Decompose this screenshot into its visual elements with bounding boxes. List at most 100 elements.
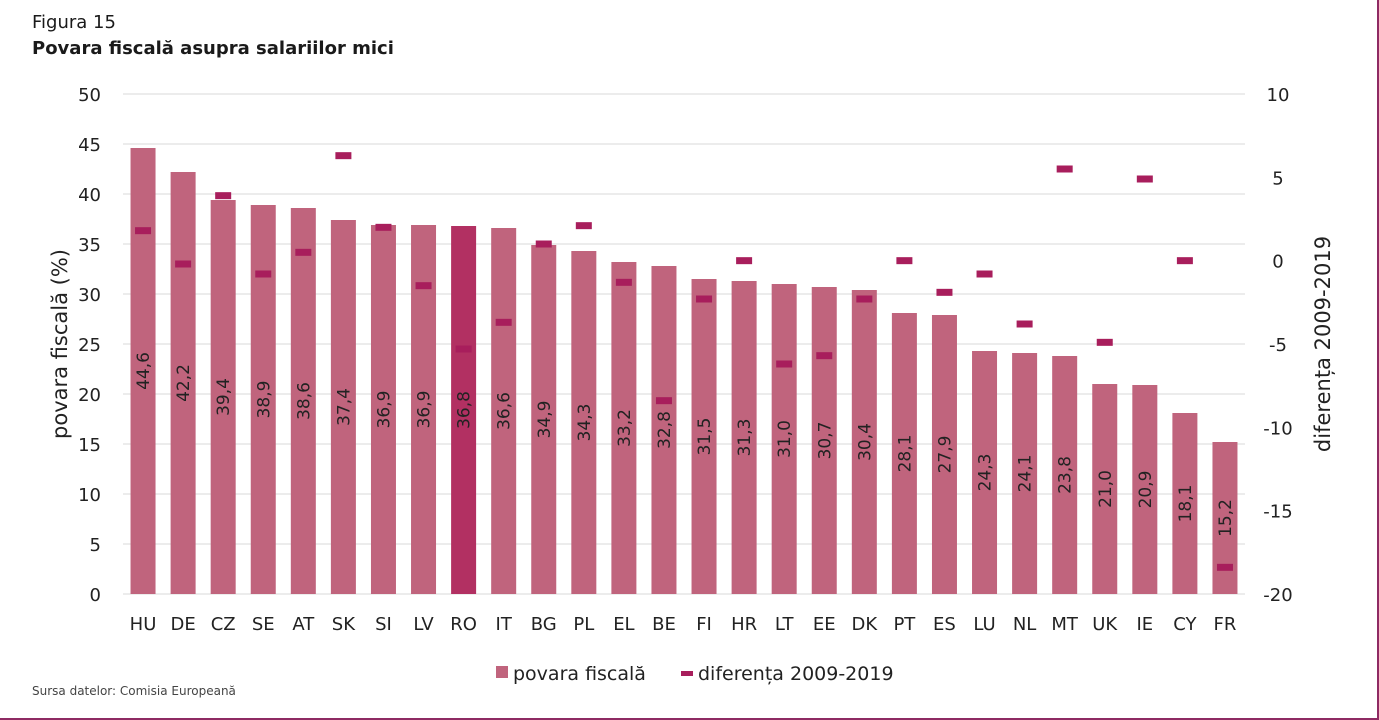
marker-DE <box>175 260 192 268</box>
left-tick-label: 25 <box>78 335 101 356</box>
bar-value-label: 39,4 <box>214 378 234 416</box>
bar-ES <box>931 315 957 594</box>
left-tick-label: 10 <box>78 485 101 506</box>
category-label: FI <box>696 614 712 635</box>
marker-ES <box>936 288 953 296</box>
bar-value-label: 31,0 <box>775 420 795 458</box>
category-label: PT <box>893 614 916 635</box>
bar-value-label: 38,6 <box>294 382 314 420</box>
right-tick-label: -5 <box>1269 335 1287 356</box>
bar-LU <box>972 351 998 594</box>
bar-SI <box>370 225 396 594</box>
left-tick-label: 0 <box>90 585 101 606</box>
marker-UK <box>1096 338 1113 346</box>
bar-CY <box>1172 413 1198 594</box>
category-label: ES <box>933 614 956 635</box>
bar-MT <box>1052 356 1078 594</box>
bar-DK <box>851 290 877 594</box>
legend-bar-swatch <box>496 666 508 678</box>
bar-BE <box>651 266 677 594</box>
marker-DK <box>856 295 873 303</box>
bar-value-label: 28,1 <box>895 435 915 473</box>
bar-value-label: 36,8 <box>455 391 475 429</box>
category-label: FR <box>1214 614 1237 635</box>
bar-value-label: 33,2 <box>615 409 635 447</box>
bar-value-label: 24,1 <box>1016 455 1036 493</box>
category-label: NL <box>1013 614 1037 635</box>
category-label: BE <box>652 614 676 635</box>
right-axis-title: diferența 2009-2019 <box>1311 236 1335 452</box>
marker-PL <box>575 222 592 230</box>
bar-value-label: 42,2 <box>174 364 194 402</box>
bar-RO <box>451 226 477 594</box>
bar-value-label: 36,9 <box>415 391 435 429</box>
category-label: CY <box>1173 614 1197 635</box>
bar-FI <box>691 279 717 594</box>
category-label: BG <box>531 614 557 635</box>
bar-IT <box>491 228 517 594</box>
bar-value-label: 30,4 <box>855 423 875 461</box>
marker-RO <box>455 345 472 353</box>
marker-SE <box>255 270 272 278</box>
category-label: HU <box>130 614 157 635</box>
legend-marker-label: diferența 2009-2019 <box>698 663 894 685</box>
marker-PT <box>896 257 913 265</box>
category-label: EE <box>813 614 836 635</box>
marker-FR <box>1216 563 1233 571</box>
marker-SI <box>375 223 392 231</box>
right-tick-label: 0 <box>1272 252 1283 273</box>
legend: povara fiscală diferența 2009-2019 <box>496 663 894 685</box>
marker-NL <box>1016 320 1033 328</box>
bar-value-label: 36,9 <box>374 391 394 429</box>
bar-EE <box>811 287 837 594</box>
category-label: SI <box>375 614 392 635</box>
bar-value-label: 34,3 <box>575 404 595 442</box>
right-axis-ticks: -20 -15 -10 -5 0 5 10 <box>1263 85 1292 606</box>
bar-value-label: 27,9 <box>935 436 955 474</box>
category-label: UK <box>1092 614 1118 635</box>
left-tick-label: 30 <box>78 285 101 306</box>
bar-value-label: 30,7 <box>815 422 835 460</box>
marker-CZ <box>215 192 232 200</box>
left-axis-ticks: 0 5 10 15 20 25 30 35 40 45 50 <box>78 85 101 606</box>
bar-value-label: 32,8 <box>655 411 675 449</box>
marker-AT <box>295 248 312 256</box>
right-tick-label: -20 <box>1263 585 1292 606</box>
bar-AT <box>290 208 316 594</box>
left-tick-label: 35 <box>78 235 101 256</box>
bar-value-label: 36,6 <box>495 392 515 430</box>
category-label: SK <box>332 614 356 635</box>
category-label: MT <box>1051 614 1079 635</box>
bar-BG <box>531 245 557 594</box>
bar-value-label: 37,4 <box>334 388 354 426</box>
figure-label: Figura 15 <box>32 12 116 33</box>
marker-IT <box>495 318 512 326</box>
right-tick-label: -10 <box>1263 418 1292 439</box>
bar-IE <box>1132 385 1158 594</box>
category-label: RO <box>450 614 477 635</box>
bar-value-label: 31,3 <box>735 419 755 457</box>
marker-IE <box>1136 175 1153 183</box>
marker-MT <box>1056 165 1073 173</box>
bar-UK <box>1092 384 1118 594</box>
source-note: Sursa datelor: Comisia Europeană <box>32 684 236 698</box>
marker-EE <box>816 352 833 360</box>
bar-value-label: 21,0 <box>1096 470 1116 508</box>
left-tick-label: 20 <box>78 385 101 406</box>
right-tick-label: 5 <box>1272 168 1283 189</box>
left-tick-label: 5 <box>90 535 101 556</box>
bar-CZ <box>210 200 236 594</box>
bar-value-label: 20,9 <box>1136 471 1156 509</box>
marker-LV <box>415 282 432 290</box>
marker-FI <box>696 295 713 303</box>
bar-PT <box>891 313 917 594</box>
left-tick-label: 15 <box>78 435 101 456</box>
bar-value-label: 15,2 <box>1216 499 1236 537</box>
category-label: LT <box>775 614 795 635</box>
bar-value-label: 18,1 <box>1176 485 1196 523</box>
bar-LT <box>771 284 797 594</box>
right-tick-label: -15 <box>1263 502 1292 523</box>
marker-LU <box>976 270 993 278</box>
